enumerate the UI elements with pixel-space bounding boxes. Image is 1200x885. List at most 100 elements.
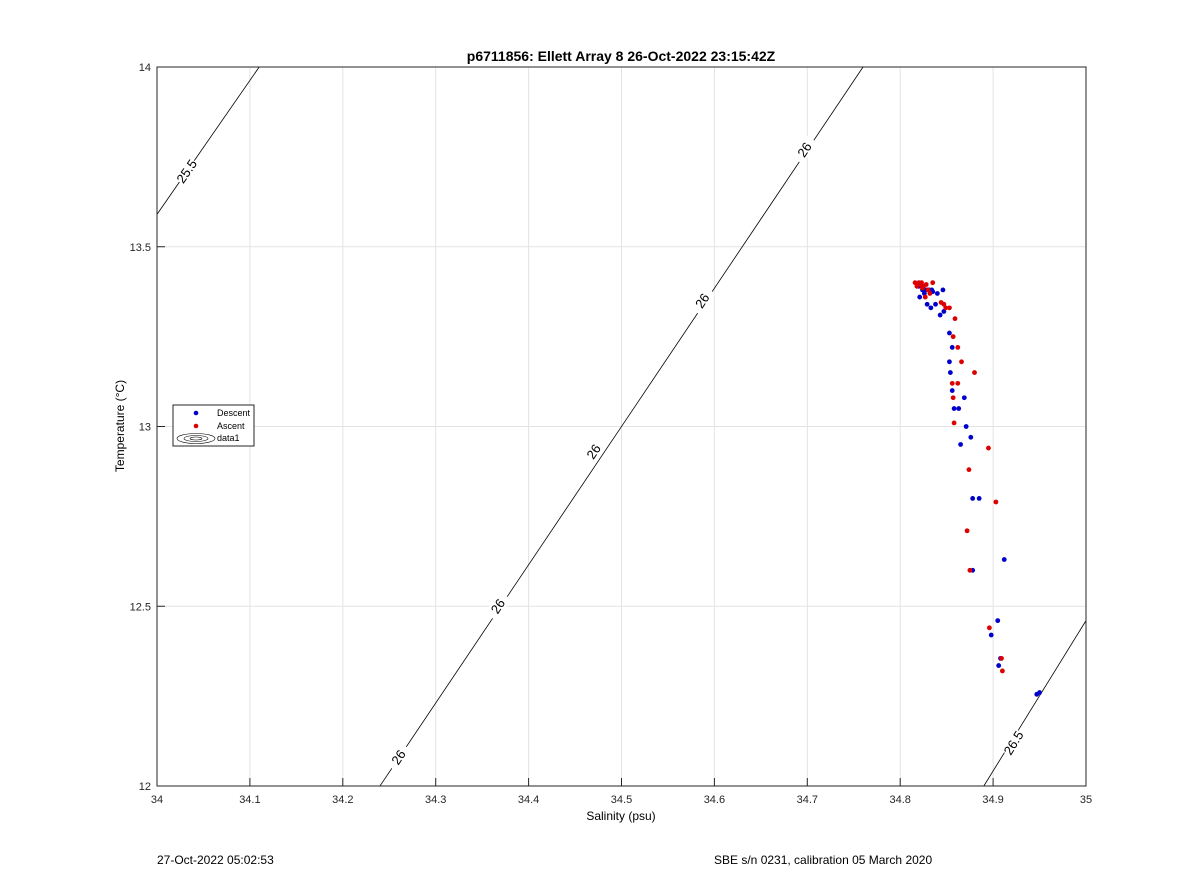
ascent-point — [927, 291, 933, 296]
descent-point — [996, 663, 1002, 668]
density-contours: 25.5 26 26 26 26 26 26.5 — [156, 66, 1087, 787]
contour-line-26 — [379, 66, 864, 787]
descent-point — [976, 496, 982, 501]
contour-label-bg — [173, 156, 200, 186]
ascent-point — [999, 655, 1004, 661]
descent-point — [970, 496, 976, 501]
chart-title: p6711856: Ellett Array 8 26-Oct-2022 23:… — [467, 48, 776, 64]
ascent-point — [919, 280, 924, 286]
footer-timestamp: 27-Oct-2022 05:02:53 — [157, 853, 274, 867]
ascent-point — [972, 370, 977, 375]
ascent-point — [986, 445, 991, 451]
x-tick-label: 34.8 — [889, 794, 910, 806]
contour-label: 25.5 — [173, 157, 200, 186]
descent-point — [947, 370, 953, 375]
ascent-point — [925, 287, 931, 293]
legend-data1-label: data1 — [217, 433, 240, 443]
ascent-point — [930, 280, 936, 286]
descent-point — [968, 434, 974, 440]
descent-point — [941, 309, 947, 314]
x-axis-label: Salinity (psu) — [586, 809, 655, 823]
descent-point — [963, 424, 969, 429]
legend-ascent-marker — [193, 423, 199, 429]
ascent-point — [938, 300, 944, 305]
descent-point — [1034, 691, 1040, 697]
x-tick-label: 34.9 — [982, 794, 1003, 806]
ascent-point — [950, 395, 956, 401]
descent-point — [917, 294, 923, 300]
ascent-point — [943, 305, 949, 311]
descent-series — [916, 283, 1042, 697]
ascent-point — [922, 294, 928, 300]
x-tick-label: 34.1 — [239, 794, 260, 806]
contour-label: 26 — [488, 596, 509, 616]
descent-point — [921, 291, 927, 296]
descent-point — [940, 287, 946, 293]
ascent-point — [947, 305, 952, 311]
contour-line-26.5 — [983, 620, 1087, 787]
x-tick-label: 34.4 — [518, 794, 539, 806]
descent-point — [988, 632, 994, 638]
descent-point — [949, 345, 955, 350]
descent-point — [956, 406, 962, 411]
x-tick-label: 34.5 — [611, 794, 632, 806]
legend-box — [172, 404, 255, 447]
ascent-point — [955, 345, 961, 350]
x-tick-label: 34.3 — [425, 794, 446, 806]
descent-point — [933, 301, 938, 307]
ascent-point — [993, 499, 999, 505]
descent-point — [924, 301, 930, 307]
ascent-point — [912, 280, 918, 286]
descent-point — [928, 305, 934, 311]
ascent-series — [912, 280, 1005, 674]
contour-label: 26 — [692, 290, 713, 310]
legend: Descent Ascent data1 — [172, 404, 255, 447]
descent-point — [1001, 557, 1007, 562]
descent-point — [958, 442, 963, 447]
data-points — [912, 280, 1042, 697]
contour-label-bg — [689, 285, 716, 316]
contour-label-bg — [1000, 728, 1027, 758]
ascent-point — [955, 380, 961, 386]
descent-point — [947, 330, 952, 336]
axis-ticks: 34 34.1 34.2 34.3 34.4 34.5 34.6 34.7 34.8 34.9 35… — [130, 62, 1093, 806]
descent-point — [961, 395, 967, 401]
contour-label: 26.5 — [1001, 728, 1027, 757]
ascent-point — [959, 359, 964, 365]
contour-line-25.5 — [156, 66, 260, 215]
ascent-point — [986, 625, 992, 631]
ascent-point — [950, 334, 956, 340]
ascent-point — [952, 316, 958, 322]
contour-label-bg — [791, 134, 818, 165]
ascent-point — [914, 283, 920, 289]
contour-label: 26 — [388, 747, 409, 767]
y-tick-label: 13 — [139, 422, 151, 434]
ascent-point — [966, 467, 972, 473]
descent-point — [995, 618, 1001, 624]
x-tick-label: 35 — [1080, 794, 1092, 806]
ascent-point — [949, 380, 955, 386]
ascent-point — [999, 668, 1005, 674]
x-tick-label: 34 — [151, 794, 163, 806]
y-axis-label: Temperature (°C) — [113, 380, 127, 472]
legend-ascent-label: Ascent — [217, 421, 245, 431]
ascent-point — [920, 285, 925, 291]
ascent-point — [923, 282, 929, 287]
y-tick-label: 13.5 — [130, 242, 151, 254]
descent-point — [937, 312, 943, 318]
legend-descent-marker — [193, 410, 199, 416]
contour-label-bg — [484, 591, 512, 621]
descent-point — [934, 291, 940, 296]
y-tick-label: 12.5 — [130, 601, 151, 613]
x-tick-label: 34.2 — [332, 794, 353, 806]
descent-point — [951, 406, 957, 411]
contour-label: 26 — [794, 139, 815, 159]
descent-point — [949, 388, 955, 393]
contour-label: 26 — [583, 441, 604, 461]
legend-contour-icon — [176, 433, 216, 444]
descent-point — [947, 359, 952, 365]
ascent-point — [967, 567, 973, 573]
legend-descent-label: Descent — [217, 408, 251, 418]
contour-label-bg — [385, 742, 412, 772]
